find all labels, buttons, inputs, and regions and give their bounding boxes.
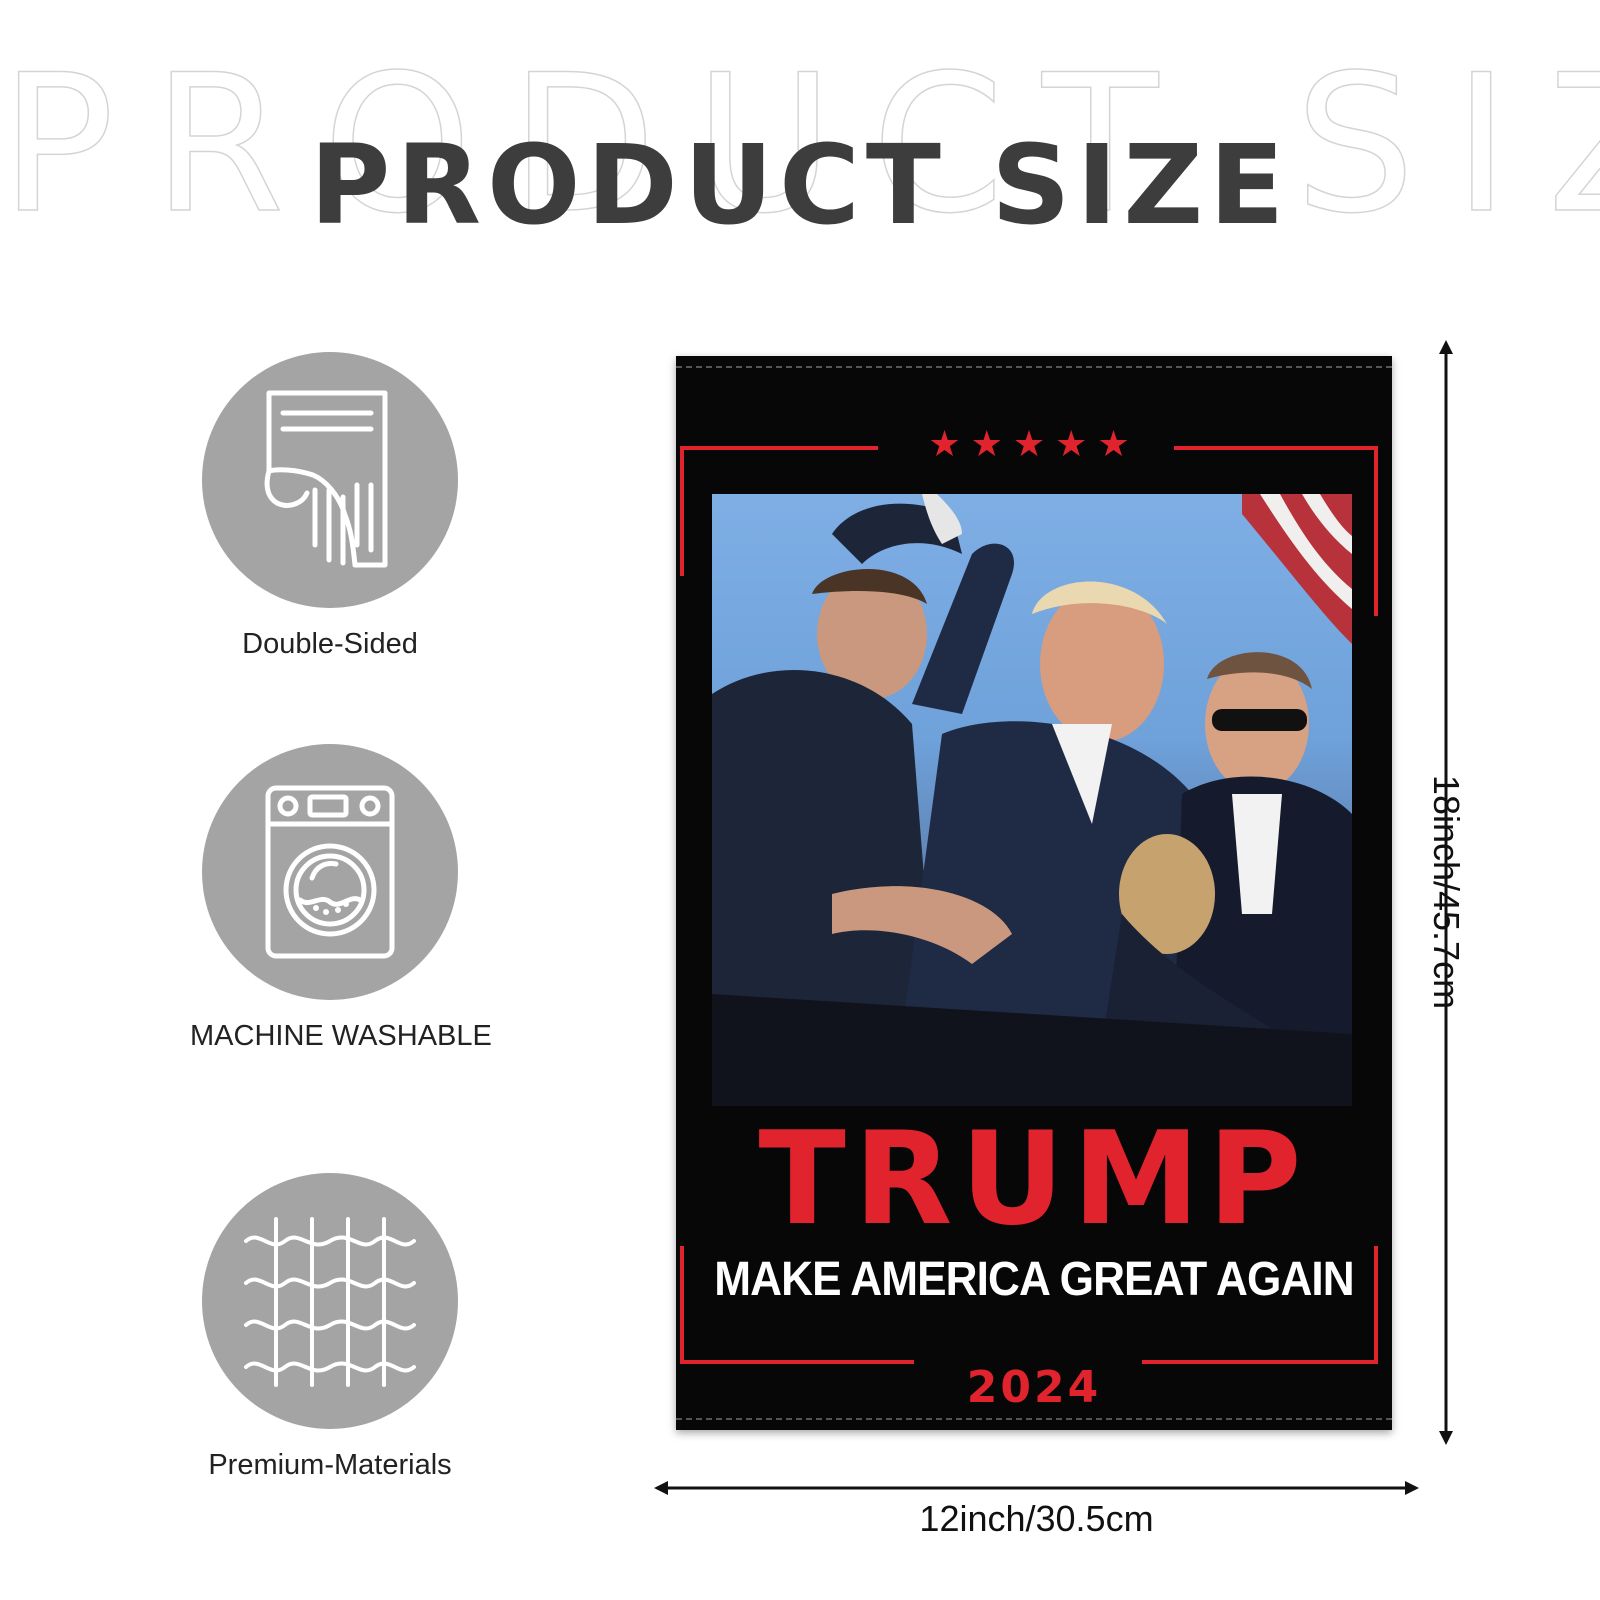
background-title: PRODUCT SIZE	[0, 34, 1600, 255]
feature-machine-washable: MACHINE WASHABLE	[190, 744, 492, 1053]
top-stitch	[676, 366, 1392, 368]
flag-name: TRUMP	[758, 1105, 1310, 1254]
washing-machine-icon	[265, 785, 395, 959]
feature-label: Double-Sided	[242, 628, 418, 660]
width-dimension-arrow	[654, 1481, 1419, 1495]
photo-illustration	[712, 494, 1352, 1106]
fabric-weave-icon	[244, 1217, 416, 1387]
bottom-stitch	[676, 1418, 1392, 1420]
feature-badge	[202, 744, 458, 1000]
star-row: ★★★★★	[928, 423, 1140, 464]
garden-flag: ★★★★★ TRU	[676, 356, 1392, 1430]
height-dimension-arrow	[1439, 340, 1453, 1445]
height-label: 18inch/45.7cm	[1426, 774, 1467, 1010]
feature-label: MACHINE WASHABLE	[190, 1020, 492, 1052]
width-label: 12inch/30.5cm	[919, 1498, 1154, 1539]
feature-label: Premium-Materials	[208, 1449, 452, 1481]
feature-badge	[202, 352, 458, 608]
feature-premium-materials: Premium-Materials	[190, 1173, 470, 1482]
feature-badge	[202, 1173, 458, 1429]
rally-photo	[712, 494, 1352, 1106]
red-frame	[680, 446, 1378, 1364]
page-title: PRODUCT SIZE	[309, 121, 1291, 249]
feature-double-sided: Double-Sided	[190, 352, 470, 661]
flag-slogan: MAKE AMERICA GREAT AGAIN	[714, 1253, 1354, 1306]
double-sided-icon	[264, 390, 388, 568]
flag-year: 2024	[966, 1362, 1102, 1413]
